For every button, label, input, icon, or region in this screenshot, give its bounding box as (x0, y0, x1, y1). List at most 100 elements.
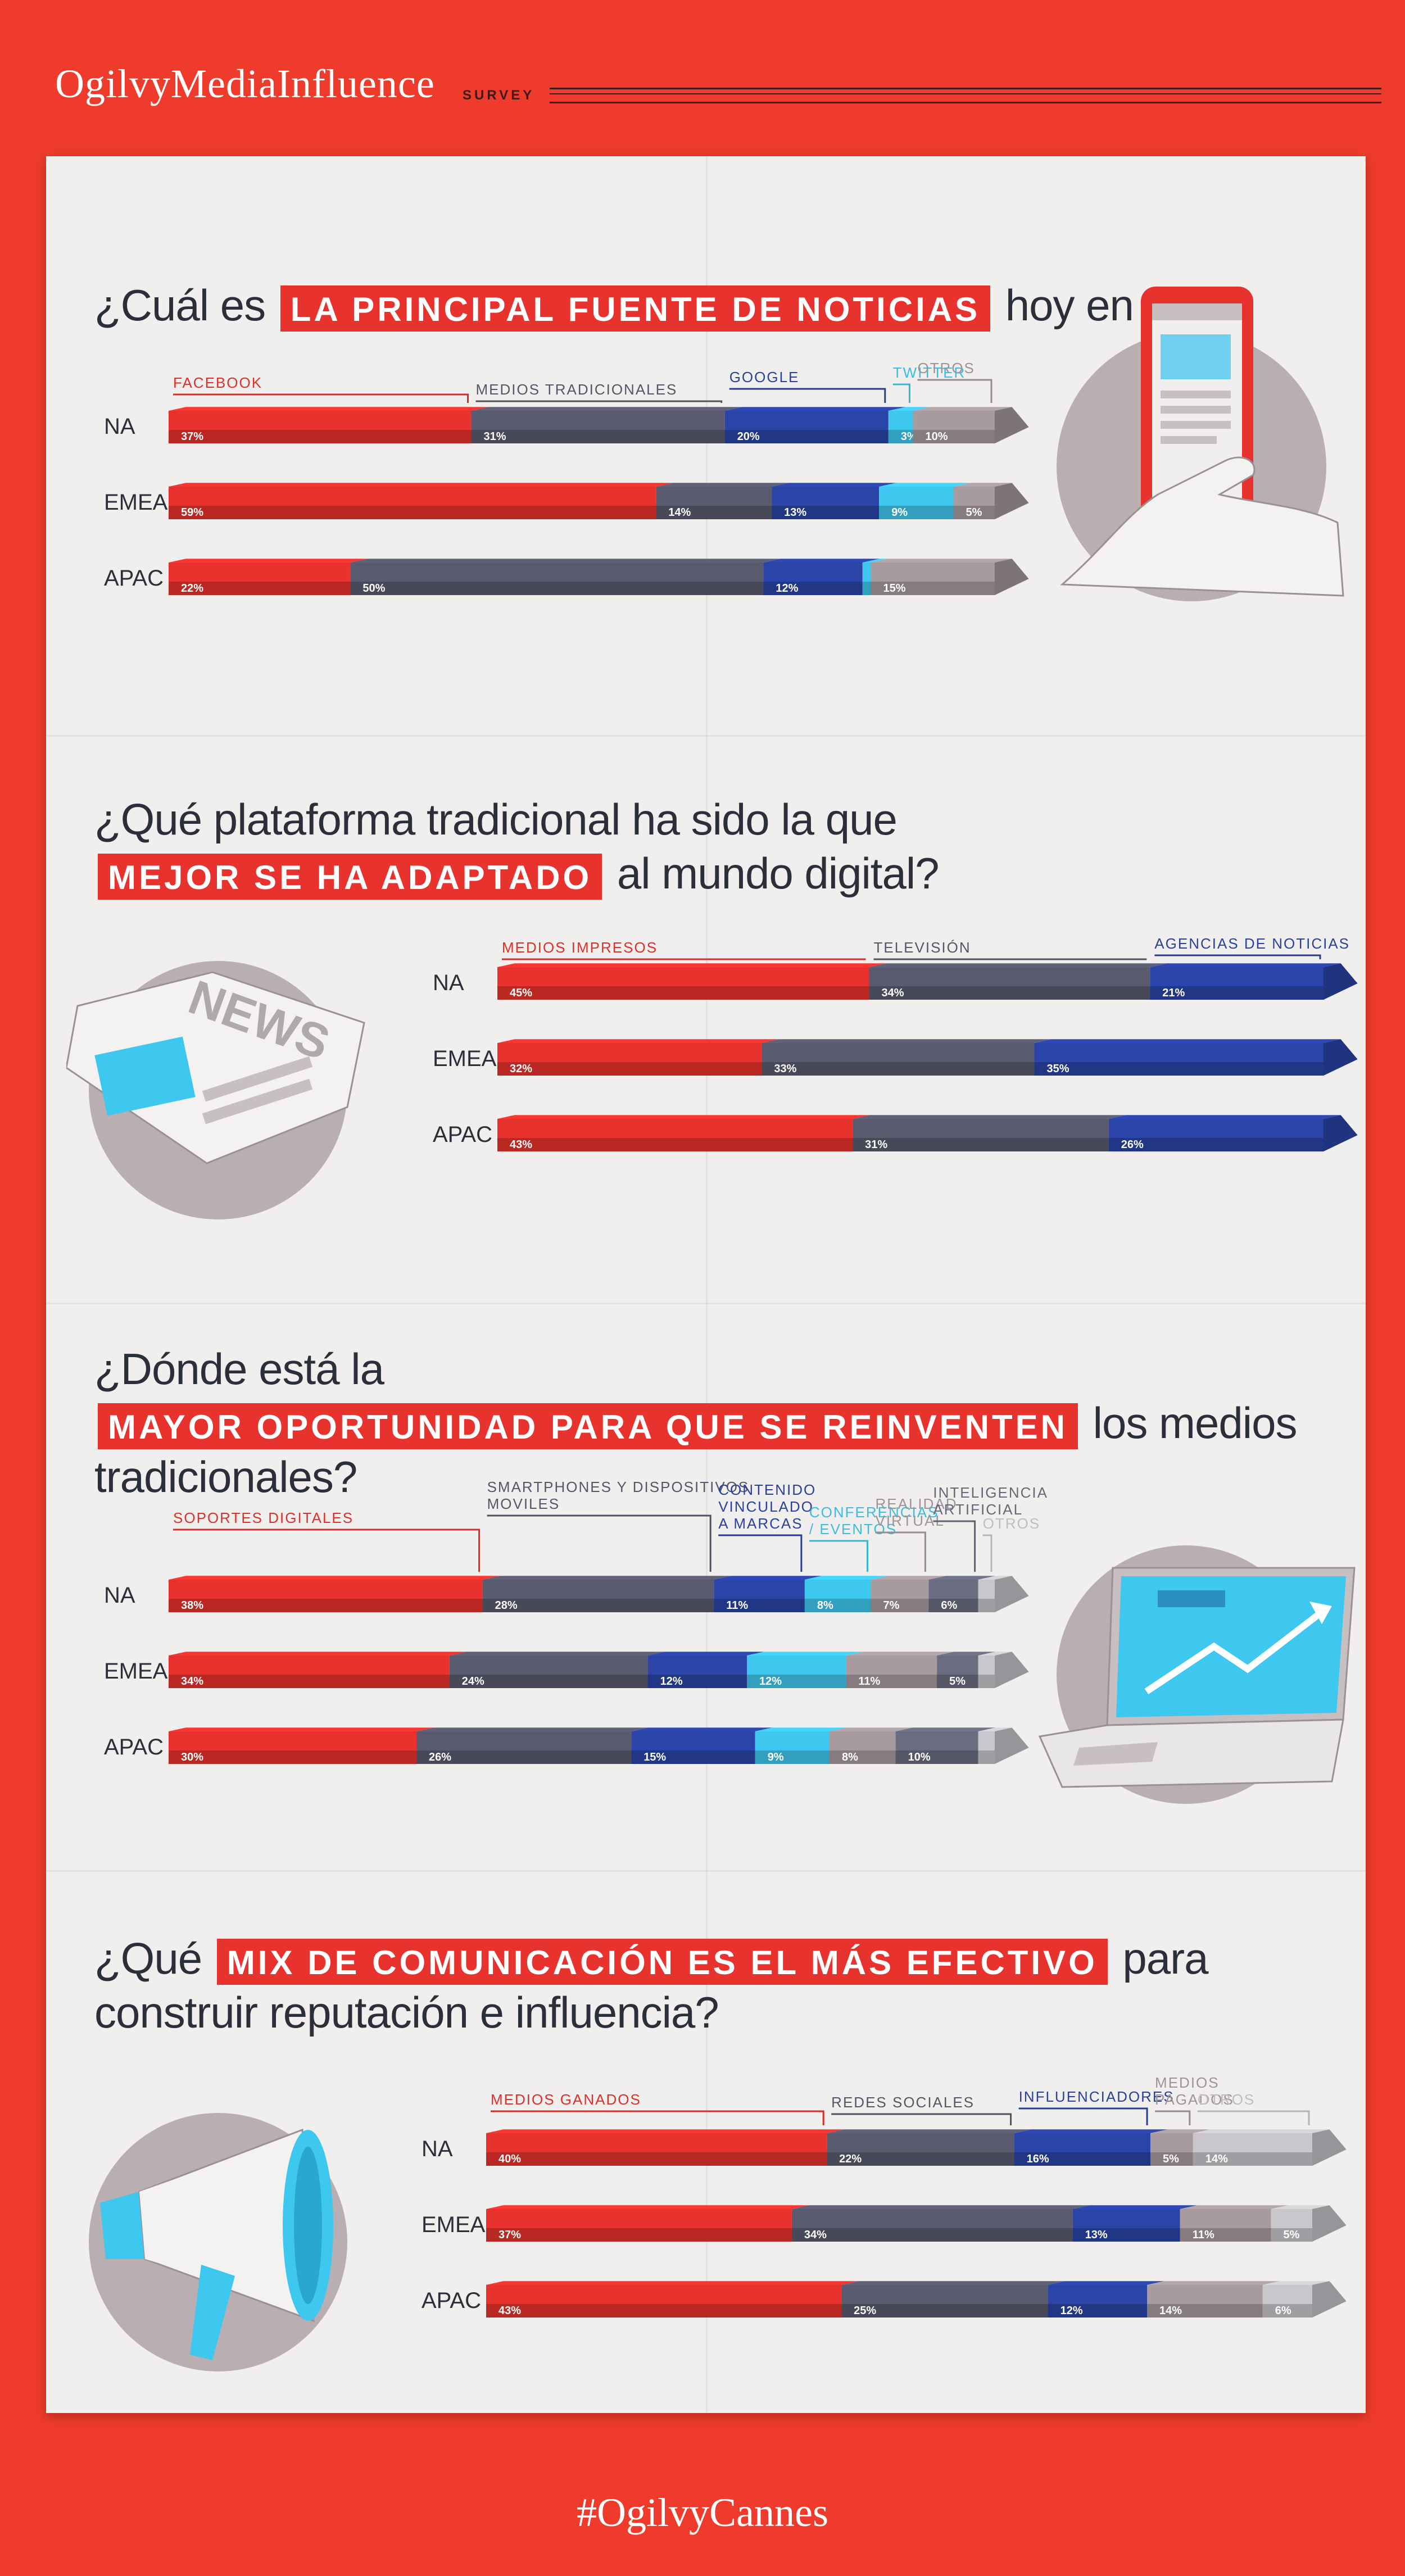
footer-hashtag: #OgilvyCannes (577, 2490, 828, 2535)
legend-label: OTROS (983, 1515, 1040, 1532)
bar-end-cap (1324, 1115, 1358, 1151)
legend-label: REDES SOCIALES (831, 2094, 975, 2111)
data-label: 14% (1205, 2153, 1228, 2165)
chart-2: NA 45% 34% 21% EMEA 32% 33% 35% APAC 43% 31% 26% MED… (433, 935, 1358, 1151)
data-label: 14% (668, 506, 691, 519)
legend-label: MEDIOS IMPRESOS (502, 939, 658, 956)
bar-segment-shade (772, 506, 880, 519)
legend-bracket (1197, 2110, 1310, 2125)
legend-label: GOOGLE (729, 369, 800, 386)
legend-label: AGENCIAS DE NOTICIAS (1154, 935, 1350, 952)
bar-segment-top (913, 407, 1012, 411)
data-label: 43% (510, 1139, 532, 1151)
trend-arrow-icon (1144, 1610, 1323, 1694)
bar-segment-top (747, 1652, 863, 1656)
bar-end-cap (1312, 2129, 1347, 2166)
data-label: 35% (1047, 1063, 1069, 1075)
bar-end-cap (995, 559, 1029, 595)
bar-segment-top (862, 559, 889, 563)
category-label: EMEA (422, 2212, 486, 2237)
bar-segment-shade (169, 1599, 483, 1612)
question-3: ¿Dónde está la MAYOR OPORTUNIDAD PARA QU… (94, 1342, 1320, 1504)
bar-end-cap (995, 1727, 1029, 1764)
legend-label: OTROS (1198, 2091, 1255, 2108)
bar-segment-shade (978, 1750, 995, 1764)
category-label: EMEA (433, 1046, 497, 1071)
bar-segment-shade (1014, 2152, 1151, 2166)
bar-segment-top (1034, 1039, 1341, 1043)
data-label: 26% (1121, 1139, 1144, 1151)
legend-label: CONTENIDO (718, 1481, 816, 1498)
legend-label: FACEBOOK (173, 374, 262, 391)
legend-label: INFLUENCIADORES (1019, 2088, 1175, 2105)
bar-segment-top (169, 1652, 467, 1656)
paper-fold (46, 1303, 1366, 1304)
bar-segment-shade (888, 430, 913, 443)
legend-bracket (809, 1540, 868, 1572)
data-label: 9% (768, 1751, 784, 1763)
bar-segment-top (1262, 2281, 1330, 2285)
bar-segment-top (724, 407, 906, 411)
bar-segment-shade (871, 1599, 929, 1612)
bar-segment-shade (830, 1750, 896, 1764)
brand-logo: OgilvyMediaInfluence (55, 61, 435, 106)
data-label: 34% (882, 987, 904, 999)
bar-segment-shade (350, 582, 764, 595)
bar-end-cap (995, 407, 1029, 443)
legend-label: TWITTER (893, 364, 966, 381)
bar-segment-shade (656, 506, 772, 519)
bar-segment-top (1180, 2205, 1289, 2209)
data-label: 43% (498, 2305, 521, 2317)
bar-segment-top (169, 559, 368, 563)
data-label: 24% (462, 1675, 484, 1688)
bar-segment-shade (871, 582, 995, 595)
bar-segment-shade (846, 1675, 937, 1688)
data-label: 50% (362, 582, 385, 595)
bar-segment-shade (416, 1750, 632, 1764)
bar-segment-top (791, 2205, 1090, 2209)
category-label: APAC (104, 566, 164, 591)
legend-label: SMARTPHONES Y DISPOSITIVOS (487, 1479, 750, 1495)
bar-segment-top (1108, 1115, 1341, 1119)
legend-label: ARTIFICIAL (933, 1501, 1023, 1518)
data-label: 38% (181, 1599, 203, 1612)
legend-bracket (1154, 954, 1321, 959)
legend-label: MOVILES (487, 1495, 560, 1512)
category-label: NA (104, 1583, 135, 1608)
bar-segment-top (869, 963, 1167, 967)
legend-label: MEDIOS GANADOS (491, 2091, 641, 2108)
bar-segment-shade (1147, 2304, 1263, 2318)
bar-segment-top (871, 559, 1012, 563)
legend-bracket (729, 388, 886, 403)
bar-segment-shade (497, 986, 869, 1000)
header-rule (550, 88, 1381, 103)
data-label: 37% (498, 2229, 521, 2241)
bar-end-cap (995, 1652, 1029, 1688)
bar-segment-shade (482, 1599, 714, 1612)
data-label: 34% (804, 2229, 827, 2241)
data-label: 8% (842, 1751, 858, 1763)
question-2-highlight: MEJOR SE HA ADAPTADO (98, 854, 602, 900)
legend-label: / EVENTOS (809, 1521, 897, 1538)
bar-segment-shade (827, 2152, 1014, 2166)
legend-label: PAGADOS (1155, 2091, 1234, 2108)
data-label: 15% (883, 582, 906, 595)
bar-segment-top (762, 1039, 1052, 1043)
data-label: 26% (429, 1751, 451, 1763)
bar-segment-top (978, 1576, 1012, 1580)
bar-segment-shade (953, 506, 995, 519)
data-label: 12% (660, 1675, 683, 1688)
bar-segment-shade (631, 1750, 755, 1764)
bar-segment-top (1271, 2205, 1330, 2209)
bar-segment-top (763, 559, 880, 563)
data-label: 59% (181, 506, 203, 519)
category-label: NA (433, 970, 464, 995)
bar-segment-shade (841, 2304, 1048, 2318)
bar-segment-shade (714, 1599, 805, 1612)
bar-segment-shade (1150, 986, 1324, 1000)
question-3-highlight: MAYOR OPORTUNIDAD PARA QUE SE REINVENTEN (98, 1403, 1078, 1450)
question-3-post: los medios tradicionales? (94, 1398, 1297, 1502)
paper-fold (706, 156, 708, 2413)
bar-segment-top (416, 1727, 649, 1731)
question-1-highlight: LA PRINCIPAL FUENTE DE NOTICIAS (280, 285, 991, 332)
